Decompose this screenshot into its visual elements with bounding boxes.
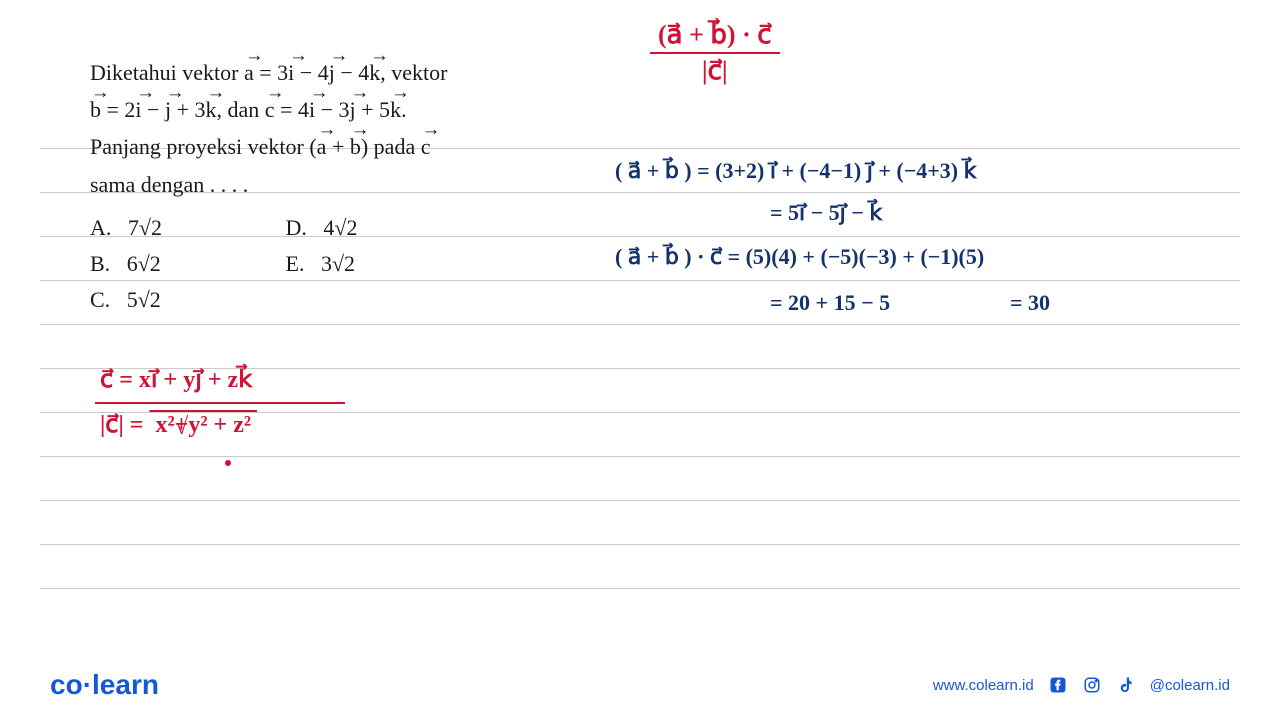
logo-co: co bbox=[50, 669, 83, 700]
option-c: C. 5√2 bbox=[90, 287, 280, 313]
instagram-icon bbox=[1082, 675, 1102, 695]
blue-work-line-2: = 5i⃗ − 5j⃗ − k⃗ bbox=[770, 200, 882, 226]
blue-work-line-3: ( a⃗ + b⃗ ) · c⃗ = (5)(4) + (−5)(−3) + (… bbox=[615, 244, 984, 270]
fraction-denominator: |c⃗| bbox=[650, 56, 780, 86]
facebook-icon bbox=[1048, 675, 1068, 695]
option-a: A. 7√2 bbox=[90, 215, 280, 241]
footer-url: www.colearn.id bbox=[933, 677, 1034, 694]
option-b: B. 6√2 bbox=[90, 251, 280, 277]
fraction-bar bbox=[650, 52, 780, 54]
answer-options: A. 7√2 D. 4√2 B. 6√2 E. 3√2 C. 5√2 bbox=[90, 215, 357, 323]
red-formula-fraction: (a⃗ + b⃗) · c⃗ |c⃗| bbox=[650, 20, 780, 86]
fraction-numerator: (a⃗ + b⃗) · c⃗ bbox=[650, 20, 780, 50]
problem-statement: Diketahui vektor a = 3i − 4j − 4k, vekto… bbox=[90, 55, 600, 204]
problem-line-2: b = 2i − j + 3k, dan c = 4i − 3j + 5k. bbox=[90, 92, 600, 127]
blue-work-line-1: ( a⃗ + b⃗ ) = (3+2) i⃗ + (−4−1) j⃗ + (−4… bbox=[615, 158, 976, 184]
footer-right: www.colearn.id @colearn.id bbox=[933, 675, 1230, 695]
red-dot bbox=[225, 460, 231, 466]
red-c-definition: c⃗ = xi⃗ + yj⃗ + zk⃗ bbox=[100, 365, 252, 394]
sqrt-symbol: √ bbox=[175, 414, 188, 441]
footer-handle: @colearn.id bbox=[1150, 677, 1230, 694]
logo-learn: learn bbox=[92, 669, 159, 700]
colearn-logo: co·learn bbox=[50, 669, 159, 701]
option-d: D. 4√2 bbox=[286, 215, 358, 240]
option-e: E. 3√2 bbox=[286, 251, 356, 276]
blue-work-line-4b: = 30 bbox=[1010, 290, 1050, 316]
problem-line-3: Panjang proyeksi vektor (a + b) pada c bbox=[90, 129, 600, 164]
tiktok-icon bbox=[1116, 675, 1136, 695]
red-underline bbox=[95, 402, 345, 404]
footer: co·learn www.colearn.id @colearn.id bbox=[0, 650, 1280, 720]
logo-separator: · bbox=[83, 669, 92, 700]
blue-work-line-4a: = 20 + 15 − 5 bbox=[770, 290, 890, 316]
problem-line-4: sama dengan . . . . bbox=[90, 167, 600, 202]
